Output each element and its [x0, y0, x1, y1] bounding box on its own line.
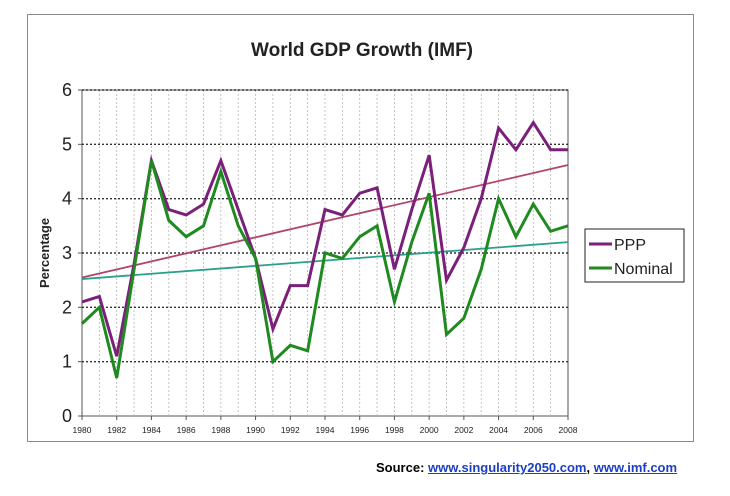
- y-tick-label-1: 1: [62, 352, 72, 372]
- y-tick-label-4: 4: [62, 189, 72, 209]
- y-tick-label-0: 0: [62, 406, 72, 426]
- y-tick-label-2: 2: [62, 297, 72, 317]
- x-tick-label-1990: 1990: [246, 425, 265, 435]
- x-tick-label-1994: 1994: [316, 425, 335, 435]
- legend-box: [584, 228, 685, 283]
- x-tick-label-1988: 1988: [211, 425, 230, 435]
- trend-line-ppp: [81, 164, 569, 279]
- x-tick-label-1980: 1980: [73, 425, 92, 435]
- x-tick-label-1984: 1984: [142, 425, 161, 435]
- y-tick-label-3: 3: [62, 243, 72, 263]
- x-tick-label-2002: 2002: [454, 425, 473, 435]
- series-line-ppp: [81, 119, 568, 357]
- source-link-singularity[interactable]: www.singularity2050.com: [428, 460, 587, 475]
- legend-label-nominal: Nominal: [614, 261, 673, 278]
- x-tick-label-2008: 2008: [559, 425, 578, 435]
- x-tick-label-1982: 1982: [107, 425, 126, 435]
- x-tick-label-2000: 2000: [420, 425, 439, 435]
- source-separator: ,: [586, 460, 591, 475]
- x-tick-label-1998: 1998: [385, 425, 404, 435]
- x-tick-label-1992: 1992: [281, 425, 300, 435]
- legend-label-ppp: PPP: [614, 237, 646, 254]
- source-line: Source: www.singularity2050.com, www.imf…: [376, 460, 677, 475]
- source-link-imf[interactable]: www.imf.com: [593, 460, 678, 475]
- y-axis-label: Percentage: [37, 218, 52, 288]
- gdp-line-chart: 0 1 2 3 4 5 6 1980 1982 1984 1986 1988 1990 1992 1994 1…: [37, 40, 685, 435]
- x-tick-label-1986: 1986: [177, 425, 196, 435]
- source-label: Source:: [376, 460, 425, 475]
- y-tick-label-5: 5: [62, 134, 72, 154]
- chart-title: World GDP Growth (IMF): [251, 40, 473, 61]
- x-tick-label-2004: 2004: [489, 425, 508, 435]
- x-tick-label-2006: 2006: [524, 425, 543, 435]
- series-line-nominal: [80, 160, 569, 379]
- x-tick-label-1996: 1996: [350, 425, 369, 435]
- y-tick-label-6: 6: [62, 80, 72, 100]
